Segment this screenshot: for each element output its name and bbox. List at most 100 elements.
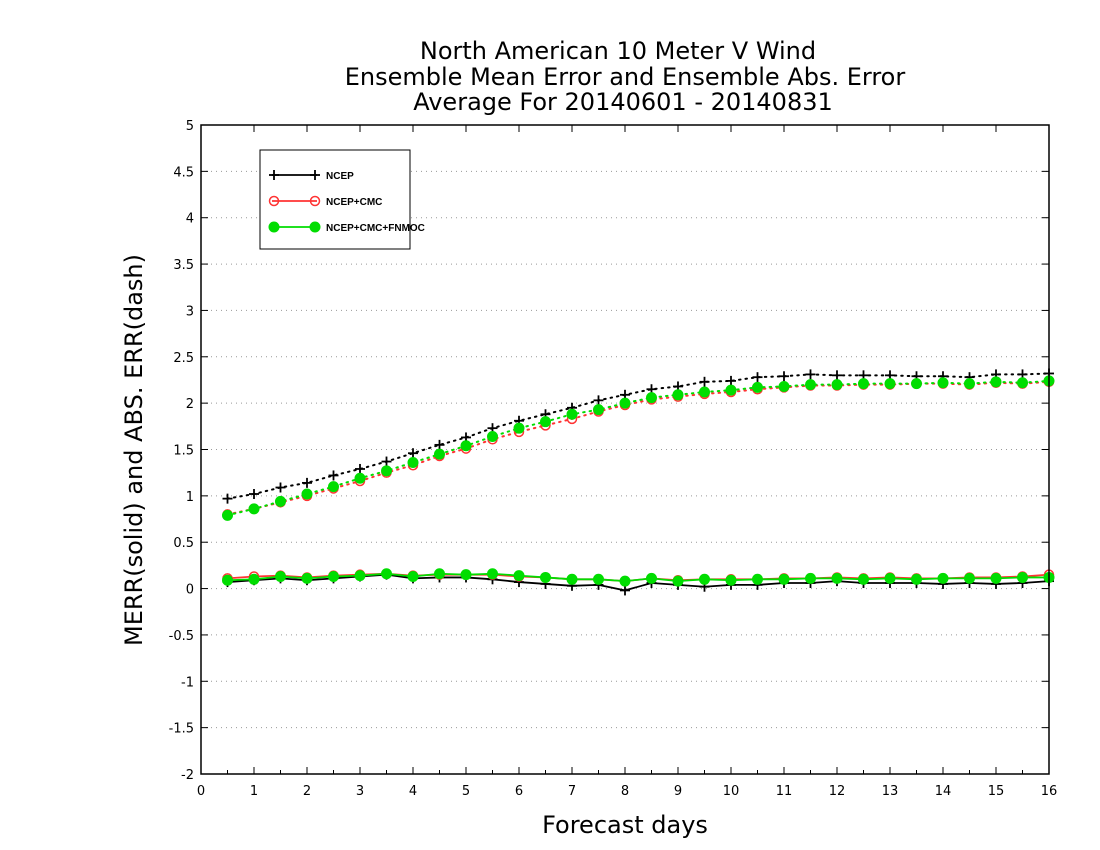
abs-err-point — [726, 375, 736, 386]
abs-err-point — [328, 481, 339, 493]
chart-title-line-2: Ensemble Mean Error and Ensemble Abs. Er… — [345, 63, 906, 91]
abs-err-point — [381, 465, 392, 477]
abs-err-point — [805, 369, 816, 380]
abs-err-point — [249, 489, 259, 500]
merr-point — [964, 572, 975, 584]
abs-err-point — [699, 386, 710, 398]
x-tick-label: 14 — [935, 784, 952, 799]
x-tick-label: 0 — [197, 784, 205, 799]
merr-point — [381, 568, 392, 580]
x-tick-label: 1 — [250, 784, 258, 799]
merr-point — [911, 573, 922, 585]
x-tick-label: 10 — [723, 784, 740, 799]
merr-point — [222, 574, 233, 586]
x-tick-label: 9 — [674, 784, 682, 799]
abs-err-point — [222, 493, 233, 504]
legend-entry: NCEP — [269, 170, 354, 182]
axis-ticks: -2-1.5-1-0.500.511.522.533.544.550 1 2 3 4 5 6… — [169, 119, 1058, 799]
abs-err-point — [408, 448, 418, 459]
merr-point — [884, 572, 896, 584]
chart-title-line-1: North American 10 Meter V Wind — [420, 37, 816, 65]
x-tick-label: 15 — [988, 784, 1005, 799]
merr-point — [593, 573, 604, 585]
chart-title: North American 10 Meter V Wind Ensemble … — [345, 37, 906, 116]
merr-point — [354, 570, 366, 582]
abs-err-point — [911, 378, 922, 390]
abs-err-point — [275, 482, 286, 493]
legend-label: NCEP+CMC+FNMOC — [326, 223, 425, 234]
legend-marker — [310, 170, 320, 180]
x-tick-label: 6 — [515, 784, 523, 799]
abs-err-point — [248, 503, 260, 515]
abs-err-point — [990, 376, 1002, 388]
abs-err-point — [222, 509, 233, 521]
y-tick-label: 4 — [186, 212, 194, 227]
x-tick-label: 11 — [776, 784, 793, 799]
abs-err-point — [460, 440, 472, 452]
abs-err-point — [725, 384, 737, 396]
abs-err-point — [831, 379, 843, 391]
merr-point — [778, 573, 790, 585]
y-tick-label: -2 — [181, 768, 194, 783]
merr-point — [487, 568, 498, 580]
merr-point — [540, 571, 551, 583]
abs-err-point — [619, 397, 631, 409]
series-layer — [222, 368, 1055, 596]
abs-err-line — [226, 372, 1050, 500]
legend-entry: NCEP+CMC — [268, 195, 382, 208]
abs-err-point — [752, 372, 763, 383]
legend-label: NCEP — [326, 171, 354, 182]
y-axis-label: MERR(solid) and ABS. ERR(dash) — [120, 254, 148, 646]
abs-err-point — [964, 378, 975, 390]
abs-err-point — [354, 472, 366, 484]
series-ncep-cmc-fnmoc — [222, 375, 1055, 587]
x-tick-label: 4 — [409, 784, 417, 799]
x-tick-label: 3 — [356, 784, 364, 799]
abs-err-line — [226, 380, 1050, 516]
abs-err-point — [540, 416, 551, 428]
merr-point — [460, 569, 472, 581]
merr-point — [1017, 571, 1028, 583]
plot-frame — [200, 124, 1050, 775]
y-tick-label: 1 — [186, 490, 194, 505]
y-tick-label: -1 — [181, 675, 194, 690]
legend-box — [259, 149, 411, 250]
abs-err-line — [226, 379, 1050, 517]
abs-err-point — [858, 378, 869, 390]
y-tick-label: 0.5 — [173, 536, 194, 551]
x-tick-label: 16 — [1041, 784, 1058, 799]
abs-err-point — [778, 380, 790, 392]
merr-point — [805, 572, 816, 584]
abs-err-point — [434, 448, 445, 460]
legend-marker — [309, 195, 321, 207]
abs-err-point — [355, 463, 365, 474]
x-tick-label: 5 — [462, 784, 470, 799]
abs-err-point — [884, 378, 896, 390]
merr-point — [328, 571, 339, 583]
x-tick-label: 12 — [829, 784, 846, 799]
merr-point — [619, 575, 631, 587]
abs-err-point — [487, 431, 498, 443]
merr-point — [858, 573, 869, 585]
abs-err-point — [779, 371, 789, 382]
y-tick-label: 0 — [186, 583, 194, 598]
merr-point — [752, 573, 763, 585]
y-tick-label: 2.5 — [173, 351, 194, 366]
merr-point — [434, 568, 445, 580]
abs-err-point — [832, 370, 842, 381]
legend-entry: NCEP+CMC+FNMOC — [268, 221, 425, 234]
abs-err-point — [646, 392, 657, 404]
y-tick-label: -1.5 — [169, 722, 194, 737]
y-tick-label: 1.5 — [173, 444, 194, 459]
y-tick-label: 2 — [186, 397, 194, 412]
merr-point — [407, 571, 419, 583]
abs-err-point — [566, 408, 578, 420]
legend-marker — [269, 170, 279, 180]
merr-point — [513, 570, 525, 582]
abs-err-point — [434, 439, 445, 450]
legend-marker — [309, 221, 321, 233]
abs-err-point — [1017, 377, 1028, 389]
x-tick-label: 8 — [621, 784, 629, 799]
x-axis-label: Forecast days — [542, 811, 708, 839]
